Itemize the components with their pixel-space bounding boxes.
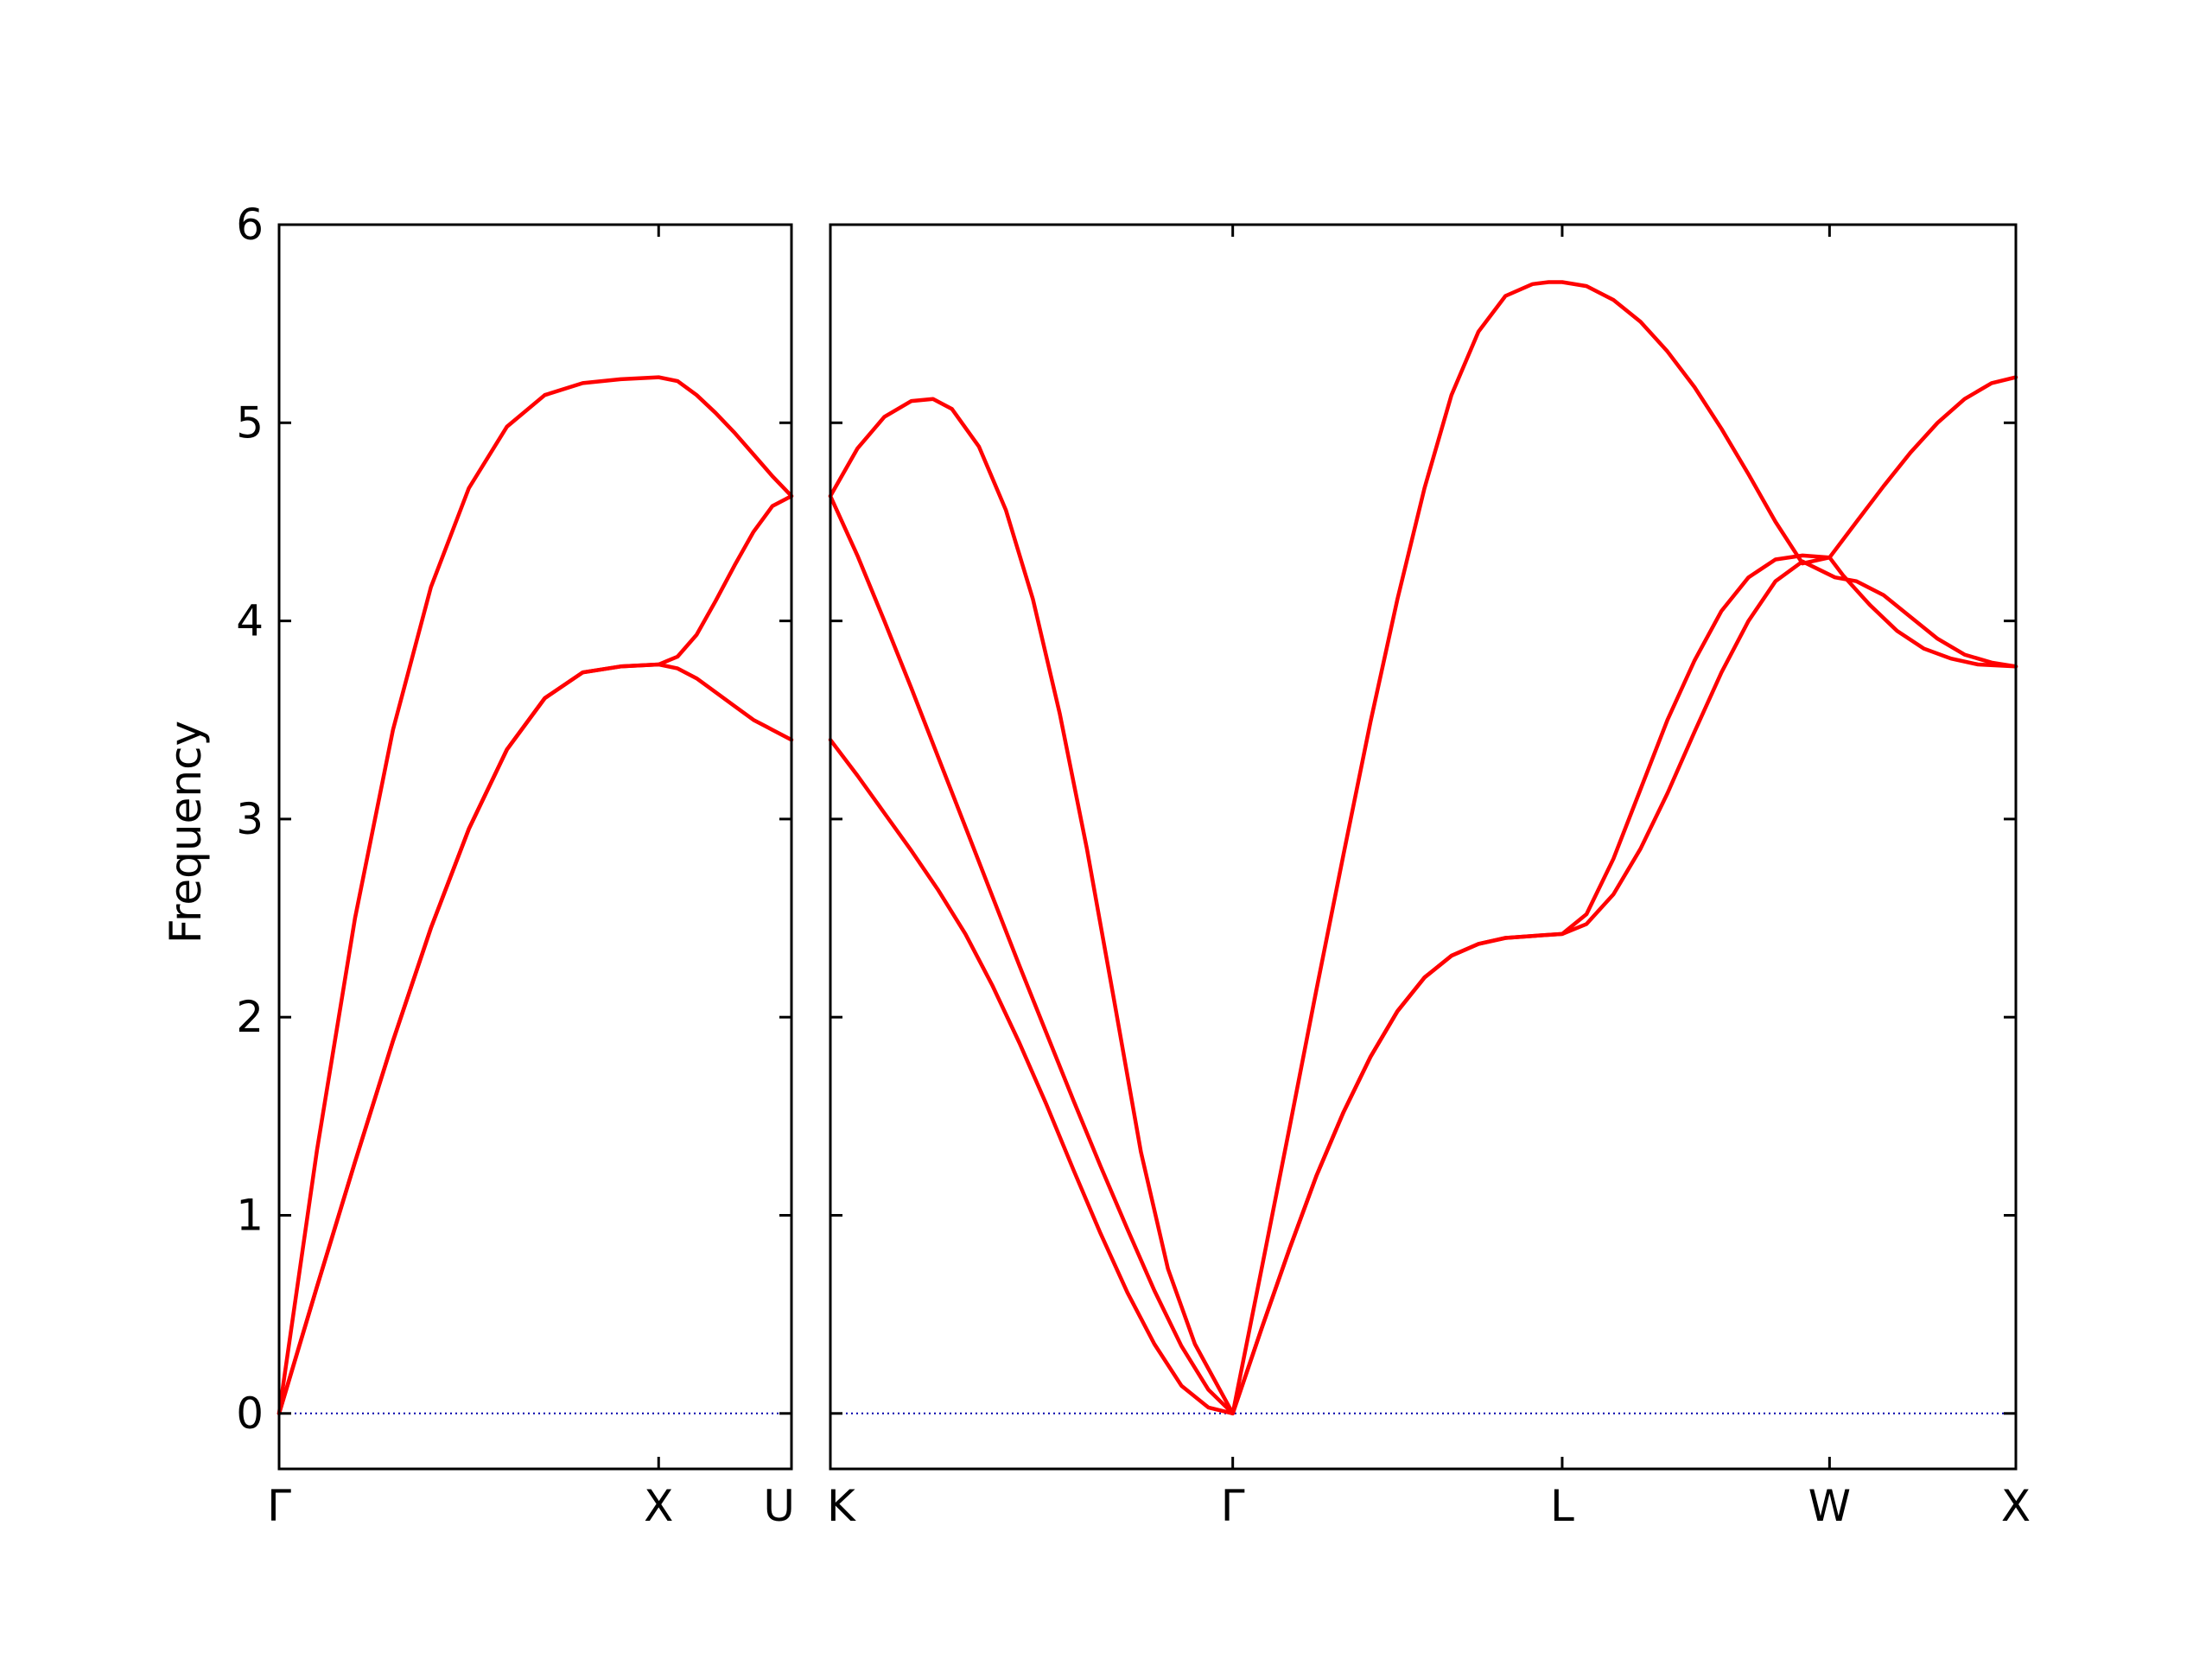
band-line-1	[828, 280, 2018, 1416]
band-line-3	[828, 559, 2018, 1416]
x-tick-label: X	[2001, 1481, 2031, 1531]
y-tick-label: 2	[236, 992, 264, 1042]
y-axis-label: Frequency	[161, 721, 211, 944]
plot-frame	[277, 223, 793, 1471]
band-line-1	[276, 375, 794, 1416]
x-tick-label: Γ	[267, 1481, 291, 1531]
band-line-3	[276, 662, 794, 1416]
y-tick-label: 1	[236, 1190, 264, 1240]
plot-frame	[829, 223, 2018, 1471]
x-tick-label: K	[827, 1481, 856, 1531]
y-tick-label: 6	[236, 200, 264, 250]
y-tick-label: 0	[236, 1389, 264, 1439]
y-tick-label: 5	[236, 397, 264, 448]
x-tick-label: L	[1550, 1481, 1574, 1531]
band-line-2	[276, 493, 794, 1416]
band-line-2	[828, 493, 2018, 1416]
y-tick-label: 4	[236, 596, 264, 646]
x-tick-label: Γ	[1221, 1481, 1245, 1531]
x-tick-label: X	[644, 1481, 673, 1531]
x-tick-label: W	[1808, 1481, 1851, 1531]
y-tick-label: 3	[236, 794, 264, 844]
x-tick-label: U	[763, 1481, 795, 1531]
